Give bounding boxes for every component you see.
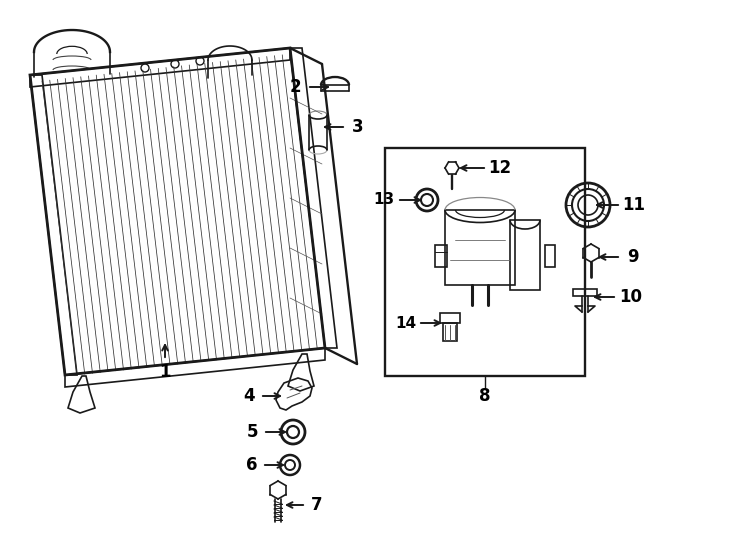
Text: 12: 12 — [488, 159, 512, 177]
Text: 3: 3 — [352, 118, 364, 136]
Text: 13: 13 — [374, 192, 395, 207]
Bar — [573, 289, 597, 296]
Bar — [435, 245, 447, 267]
Text: 10: 10 — [619, 288, 642, 306]
Bar — [440, 313, 460, 323]
Text: 8: 8 — [479, 387, 491, 405]
Text: 11: 11 — [622, 196, 645, 214]
Text: 4: 4 — [243, 387, 255, 405]
Text: 5: 5 — [246, 423, 258, 441]
Text: 7: 7 — [311, 496, 323, 514]
Text: 14: 14 — [396, 315, 417, 330]
Bar — [545, 245, 555, 267]
Text: 9: 9 — [627, 248, 639, 266]
Text: 1: 1 — [159, 363, 171, 381]
Bar — [445, 210, 515, 285]
Text: 2: 2 — [289, 78, 301, 96]
Bar — [443, 323, 457, 341]
Bar — [510, 220, 540, 290]
Bar — [385, 148, 585, 376]
Text: 6: 6 — [246, 456, 258, 474]
